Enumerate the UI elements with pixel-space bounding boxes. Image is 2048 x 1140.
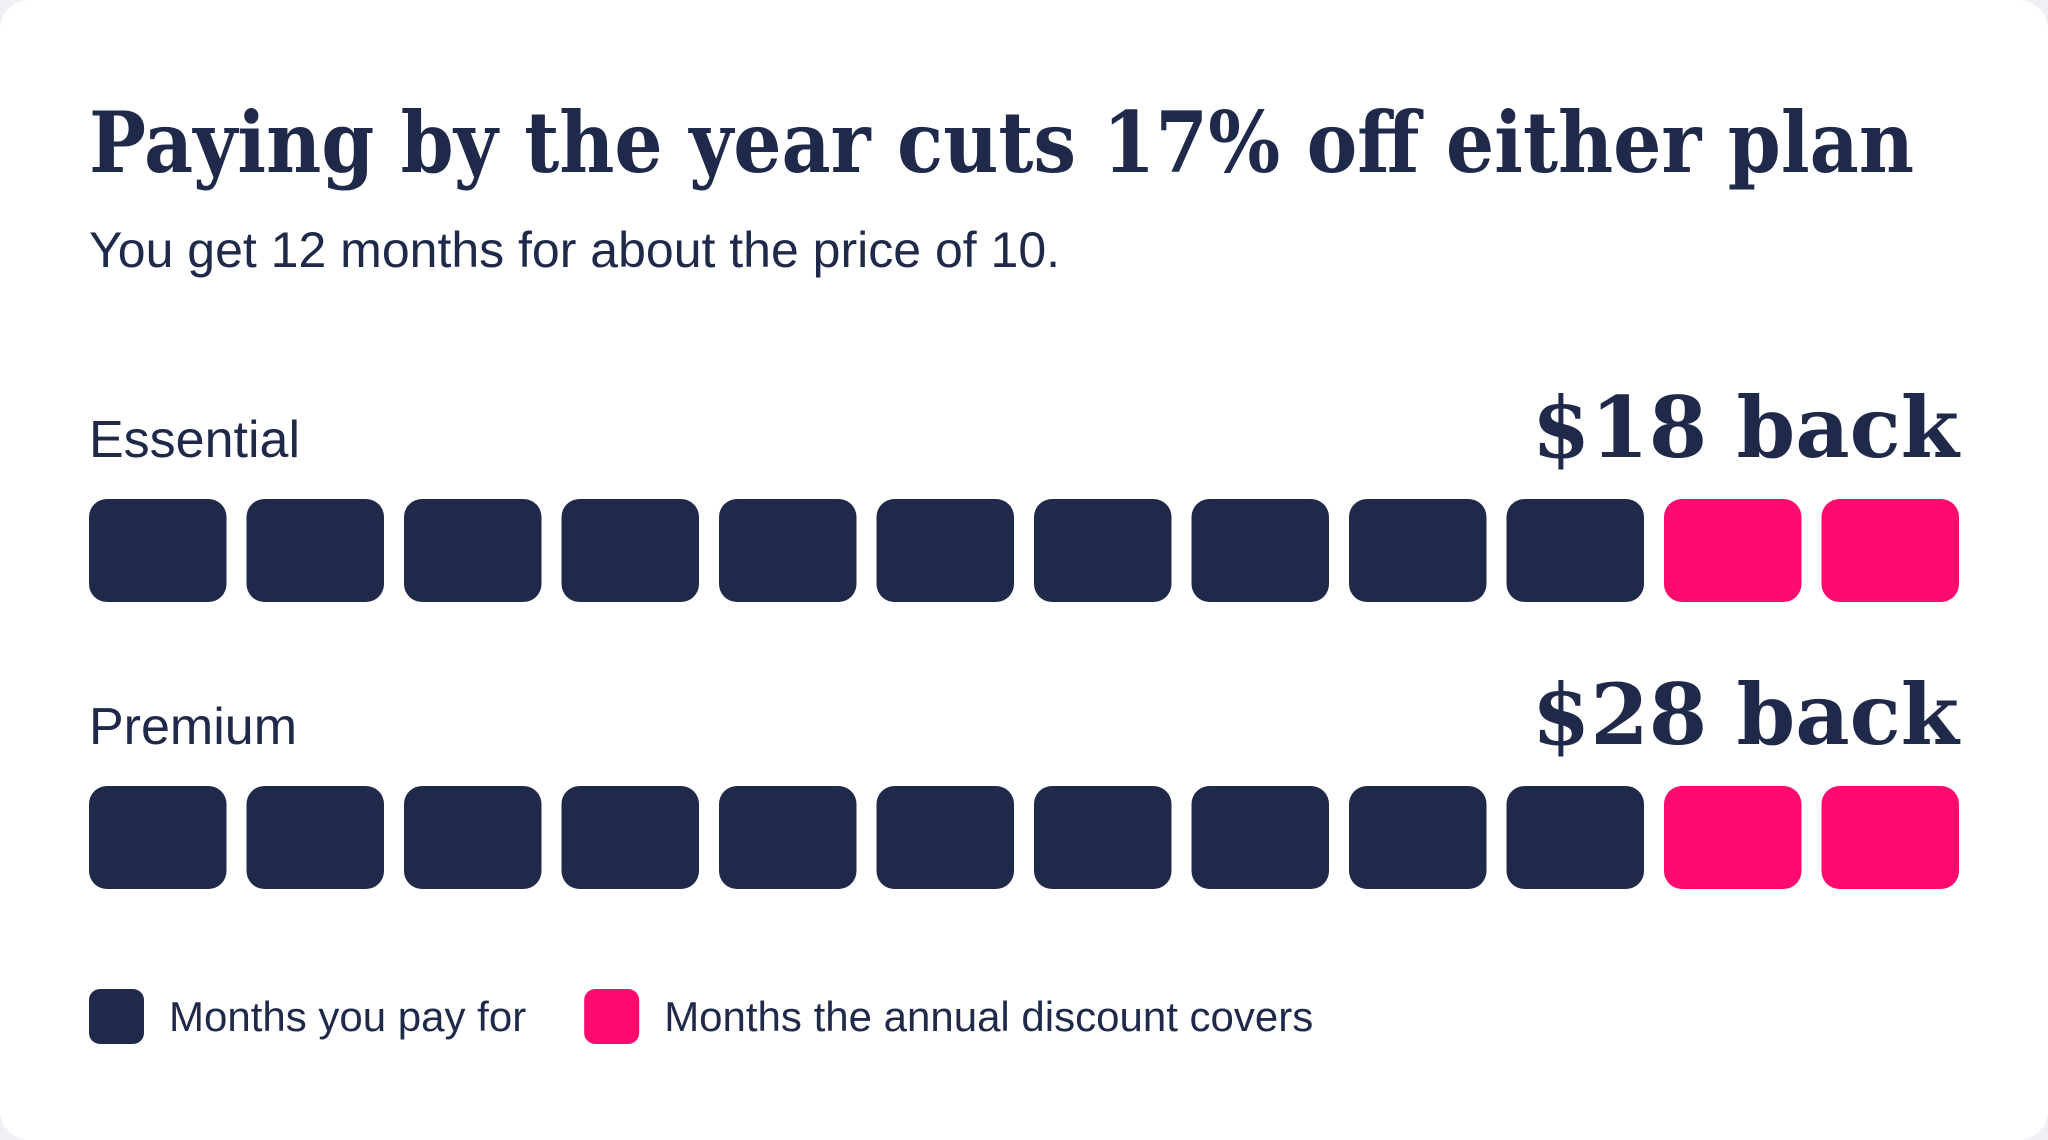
month-cell bbox=[1349, 786, 1487, 889]
month-cell bbox=[404, 499, 542, 602]
month-cell bbox=[89, 499, 227, 602]
month-cell bbox=[876, 499, 1014, 602]
month-cell bbox=[1191, 786, 1329, 889]
month-cell bbox=[1664, 786, 1802, 889]
month-cell bbox=[246, 499, 384, 602]
month-cell bbox=[1191, 499, 1329, 602]
legend-label: Months the annual discount covers bbox=[664, 993, 1313, 1040]
category-label: Essential bbox=[89, 411, 300, 469]
month-cell bbox=[1034, 499, 1172, 602]
legend-swatch bbox=[89, 989, 144, 1044]
month-cell bbox=[1506, 786, 1644, 889]
month-cell bbox=[1349, 499, 1487, 602]
month-cell bbox=[719, 786, 857, 889]
month-cell bbox=[1821, 499, 1959, 602]
month-cell bbox=[1034, 786, 1172, 889]
month-cell bbox=[246, 786, 384, 889]
month-cell bbox=[404, 786, 542, 889]
month-cell bbox=[561, 499, 699, 602]
legend-label: Months you pay for bbox=[169, 993, 526, 1040]
savings-label: $18 back bbox=[1532, 378, 1961, 477]
month-cell bbox=[1821, 786, 1959, 889]
legend-swatch bbox=[584, 989, 640, 1044]
month-cell bbox=[1506, 499, 1644, 602]
month-cell bbox=[876, 786, 1014, 889]
month-cell bbox=[719, 499, 857, 602]
chart-subtitle: You get 12 months for about the price of… bbox=[89, 222, 1060, 278]
savings-label: $28 back bbox=[1532, 665, 1961, 764]
month-cell bbox=[561, 786, 699, 889]
category-label: Premium bbox=[89, 698, 297, 756]
chart-title: Paying by the year cuts 17% off either p… bbox=[89, 93, 1914, 192]
month-cell bbox=[89, 786, 227, 889]
month-cell bbox=[1664, 499, 1802, 602]
